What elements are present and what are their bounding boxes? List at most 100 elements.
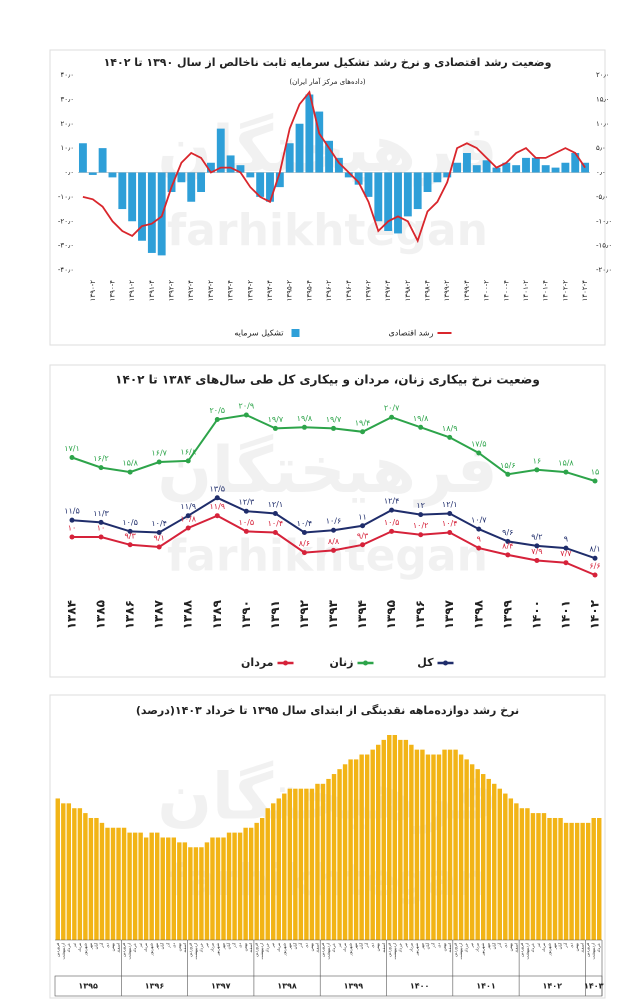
bar xyxy=(561,162,570,173)
bar xyxy=(353,759,359,940)
bar xyxy=(88,172,97,175)
bar xyxy=(423,172,432,192)
bar xyxy=(563,822,569,940)
point xyxy=(534,467,540,473)
bar xyxy=(118,172,127,210)
x-tick-label: ۱۳۹۵ xyxy=(384,600,398,629)
x-tick-label: ۱۳۹۸ xyxy=(471,599,485,629)
chart-title: وضعیت رشد اقتصادی و نرخ رشد تشکیل سرمایه… xyxy=(104,56,552,69)
x-tick-label: ۱۴۰۰-۴ xyxy=(502,280,510,302)
point xyxy=(447,510,453,516)
bar xyxy=(370,749,375,940)
bar xyxy=(530,813,536,940)
x-tick-label: فروردین xyxy=(55,943,60,957)
x-tick-label: تیر xyxy=(138,943,143,949)
x-tick-label: اردیبهشت xyxy=(60,943,65,959)
bar xyxy=(581,162,590,173)
data-label: ۱۱ xyxy=(358,512,367,521)
data-label: ۱۷/۵ xyxy=(471,440,487,449)
x-tick-label: اردیبهشت xyxy=(458,943,463,959)
bar xyxy=(197,172,206,192)
x-tick-label: مهر xyxy=(88,943,93,950)
x-tick-label: آذر xyxy=(563,942,568,949)
bar xyxy=(597,817,602,940)
bar xyxy=(503,793,508,940)
bar xyxy=(337,769,342,940)
y2-tick-label: -۱۰٫۰ xyxy=(596,217,612,225)
bar xyxy=(387,735,392,940)
x-tick-label: مهر xyxy=(419,943,424,950)
x-tick-label: اسفند xyxy=(116,943,121,953)
bar xyxy=(453,162,462,173)
point xyxy=(214,416,220,422)
line xyxy=(82,90,586,244)
x-tick-label: ۱۳۸۵ xyxy=(94,600,108,629)
bar xyxy=(580,822,585,940)
bar xyxy=(147,172,156,253)
legend-label: کل xyxy=(417,656,434,669)
y-tick-label: -۲۰٫۰ xyxy=(58,217,74,225)
x-tick-label: اردیبهشت xyxy=(524,943,529,959)
bar xyxy=(420,749,425,940)
point xyxy=(476,526,482,532)
bar xyxy=(551,167,560,173)
watermark: farhikhtegan xyxy=(167,530,488,581)
x-tick-label: فروردین xyxy=(254,943,259,957)
y2-tick-label: -۱۵٫۰ xyxy=(596,242,612,250)
x-tick-label: مرداد xyxy=(77,943,82,952)
point xyxy=(360,429,366,435)
x-tick-label: ۱۳۹۹ xyxy=(500,599,514,629)
x-tick-label: خرداد xyxy=(66,942,71,952)
x-tick-label: ۱۳۸۷ xyxy=(152,599,166,629)
x-tick-label: مرداد xyxy=(209,943,214,952)
x-tick-label: ۱۳۹۶-۲ xyxy=(325,280,333,302)
data-label: ۱۹/۴ xyxy=(355,418,371,427)
bar xyxy=(536,813,541,940)
bar xyxy=(187,172,196,202)
bar xyxy=(138,172,146,241)
x-tick-label: فروردین xyxy=(585,943,590,957)
x-tick-label: مهر xyxy=(552,943,557,950)
x-tick-label: اسفند xyxy=(580,943,585,953)
x-tick-label: ۱۴۰۲-۲ xyxy=(561,280,569,302)
x-tick-label: ۱۳۹۳ xyxy=(326,599,340,629)
x-tick-label: ۱۴۰۰-۲ xyxy=(483,280,491,302)
x-tick-label: اسفند xyxy=(248,943,253,953)
y2-tick-label: ۱۵٫۰ xyxy=(596,95,610,103)
x-tick-label: شهریور xyxy=(480,942,485,956)
legend-swatch xyxy=(443,660,448,666)
x-tick-label: خرداد xyxy=(331,942,336,952)
bar xyxy=(265,808,270,940)
point xyxy=(389,528,395,534)
bar xyxy=(143,837,149,940)
x-tick-label: ۱۳۹۱ xyxy=(268,600,282,629)
watermark: farhikhtegan xyxy=(167,205,488,256)
bar xyxy=(232,832,237,940)
bar xyxy=(431,754,436,940)
point xyxy=(185,458,191,464)
bar xyxy=(320,783,326,940)
bar xyxy=(256,172,265,197)
bar xyxy=(486,778,491,940)
x-tick-label: ۱۴۰۱ xyxy=(558,600,572,629)
x-tick-label: ۱۳۸۸ xyxy=(181,599,195,629)
data-label: ۱۲ xyxy=(416,501,425,510)
bar xyxy=(326,778,331,940)
x-tick-label: بهمن xyxy=(243,943,248,951)
data-label: ۱۸/۹ xyxy=(442,424,458,433)
bar xyxy=(344,172,353,178)
year-label: ۱۴۰۰ xyxy=(410,982,430,991)
point xyxy=(69,455,75,461)
point xyxy=(185,525,191,531)
point xyxy=(447,434,453,440)
x-tick-label: مهر xyxy=(154,943,159,950)
x-tick-label: مرداد xyxy=(408,943,413,952)
bar xyxy=(443,172,452,178)
x-tick-label: فروردین xyxy=(320,943,325,957)
point xyxy=(301,424,307,430)
x-tick-label: خرداد xyxy=(596,942,601,952)
x-tick-label: ۱۳۹۲ xyxy=(297,599,311,629)
bar xyxy=(591,817,596,940)
data-label: ۹/۲ xyxy=(531,532,542,541)
bar xyxy=(436,754,442,940)
